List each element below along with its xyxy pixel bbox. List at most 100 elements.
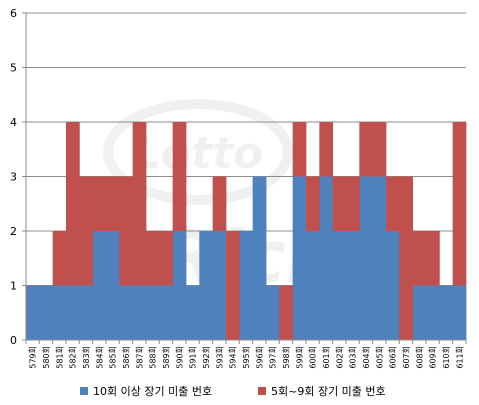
- bar-segment-red: [426, 231, 440, 286]
- x-tick-label: 585회: [109, 346, 118, 369]
- bar-segment-red: [412, 231, 427, 286]
- x-tick-label: 587회: [135, 346, 144, 369]
- x-tick-label: 607회: [402, 346, 411, 369]
- x-tick-label: 589회: [162, 346, 171, 369]
- x-tick-label: 580회: [42, 346, 51, 369]
- legend-label-red: 5회~9회 장기 미출 번호: [271, 385, 386, 398]
- x-tick-label: 604회: [362, 346, 371, 369]
- bar-segment-red: [386, 176, 400, 231]
- bar-segment-blue: [332, 231, 347, 340]
- bar-segment-blue: [106, 231, 120, 340]
- bar-segment-blue: [199, 231, 214, 340]
- x-tick-label: 611회: [455, 346, 464, 369]
- x-tick-label: 594회: [229, 346, 238, 369]
- bar-segment-red: [346, 176, 360, 231]
- x-tick-label: 596회: [255, 346, 264, 369]
- bar-segment-blue: [319, 176, 334, 340]
- x-tick-label: 586회: [122, 346, 131, 369]
- bar-segment-red: [372, 122, 387, 177]
- x-tick-label: 581회: [55, 346, 64, 369]
- bar-segment-red: [92, 176, 107, 231]
- bar-segment-blue: [119, 285, 134, 340]
- x-tick-label: 582회: [69, 346, 78, 369]
- y-tick-label: 4: [10, 116, 17, 129]
- x-tick-label: 610회: [442, 346, 451, 369]
- bar-segment-red: [319, 122, 334, 177]
- x-tick-label: 597회: [269, 346, 278, 369]
- bar-segment-red: [452, 122, 467, 286]
- bar-segment-blue: [252, 176, 267, 340]
- bar-segment-red: [212, 176, 227, 231]
- bar-segment-red: [159, 231, 174, 286]
- bar-segment-blue: [26, 285, 40, 340]
- y-tick-labels: 0 1 2 3 4 5 6: [10, 7, 17, 347]
- bar-segment-blue: [52, 285, 67, 340]
- bar-segment-blue: [372, 176, 387, 340]
- bar-segment-red: [292, 122, 307, 177]
- bar-segment-blue: [239, 231, 254, 340]
- x-tick-label: 595회: [242, 346, 251, 369]
- x-tick-label: 584회: [95, 346, 104, 369]
- x-tick-label: 601회: [322, 346, 331, 369]
- bar-segment-red: [399, 176, 414, 340]
- bar-segment-blue: [212, 231, 227, 340]
- x-tick-label: 605회: [375, 346, 384, 369]
- bar-segment-blue: [146, 285, 160, 340]
- bar-segment-blue: [66, 285, 80, 340]
- legend-label-blue: 10회 이상 장기 미출 번호: [93, 385, 212, 398]
- bar-segment-blue: [79, 285, 94, 340]
- bar-segment-blue: [266, 285, 280, 340]
- bar-segment-blue: [92, 231, 107, 340]
- svg-text:Lotto: Lotto: [133, 128, 264, 179]
- bar-segment-blue: [132, 285, 147, 340]
- bar-segment-blue: [292, 176, 307, 340]
- axes: [22, 12, 467, 344]
- bar-segment-red: [226, 231, 240, 340]
- x-tick-label: 583회: [82, 346, 91, 369]
- bar-segment-red: [132, 122, 147, 286]
- x-tick-label: 599회: [295, 346, 304, 369]
- series-long-absent-10plus: [26, 176, 467, 340]
- y-tick-label: 3: [10, 171, 17, 184]
- bar-segment-red: [172, 122, 187, 231]
- bar-segment-red: [66, 122, 80, 286]
- series-long-absent-5to9: [52, 122, 467, 340]
- y-tick-label: 0: [10, 334, 17, 347]
- bar-segment-blue: [159, 285, 174, 340]
- y-tick-label: 5: [10, 62, 17, 75]
- legend-swatch-blue: [80, 387, 88, 395]
- x-tick-label: 609회: [429, 346, 438, 369]
- bar-segment-red: [332, 176, 347, 231]
- bar-segment-blue: [452, 285, 467, 340]
- x-tick-label: 579회: [29, 346, 38, 369]
- x-tick-label: 588회: [149, 346, 158, 369]
- legend: 10회 이상 장기 미출 번호 5회~9회 장기 미출 번호: [80, 385, 386, 398]
- bar-segment-blue: [386, 231, 400, 340]
- bar-segment-red: [146, 231, 160, 286]
- x-tick-label: 598회: [282, 346, 291, 369]
- x-tick-label: 602회: [335, 346, 344, 369]
- bar-segment-blue: [172, 231, 187, 340]
- x-tick-label: 592회: [202, 346, 211, 369]
- x-tick-label: 590회: [175, 346, 184, 369]
- x-tick-label: 606회: [389, 346, 398, 369]
- bar-segment-blue: [426, 285, 440, 340]
- bar-segment-blue: [306, 231, 320, 340]
- bar-segment-red: [119, 176, 134, 286]
- y-tick-label: 6: [10, 7, 17, 20]
- bar-segment-blue: [186, 285, 200, 340]
- bar-segment-blue: [39, 285, 54, 340]
- x-tick-labels: 579회 580회 581회 582회 583회 584회 585회 586회 587회 588회…: [29, 346, 465, 369]
- y-tick-label: 2: [10, 225, 17, 238]
- legend-swatch-red: [258, 387, 266, 395]
- bar-segment-red: [359, 122, 374, 177]
- x-tick-label: 593회: [215, 346, 224, 369]
- bar-segment-red: [79, 176, 94, 286]
- x-tick-label: 600회: [309, 346, 318, 369]
- bar-segment-blue: [412, 285, 427, 340]
- bar-segment-blue: [439, 285, 454, 340]
- x-tick-label: 603회: [349, 346, 358, 369]
- bar-segment-red: [52, 231, 67, 286]
- x-tick-label: 608회: [415, 346, 424, 369]
